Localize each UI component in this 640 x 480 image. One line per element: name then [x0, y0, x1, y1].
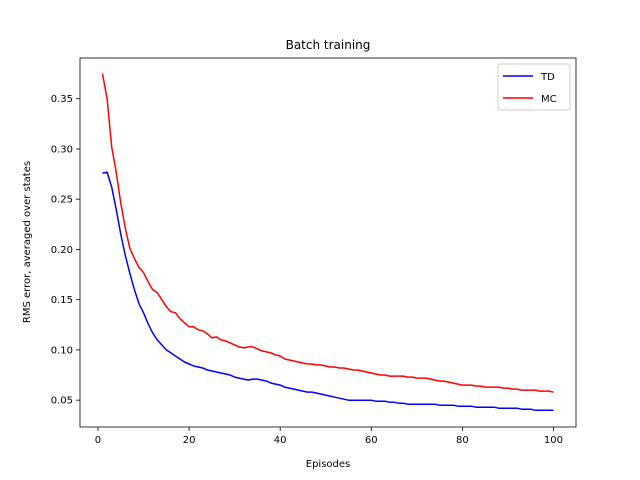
plot-area [79, 57, 577, 428]
chart-title: Batch training [286, 38, 371, 52]
x-tick-label: 20 [183, 435, 196, 446]
legend-box [497, 63, 571, 111]
y-tick-label: 0.30 [51, 144, 73, 155]
axes-frame [79, 57, 577, 428]
y-tick-label: 0.05 [51, 396, 73, 407]
x-tick-label: 40 [274, 435, 287, 446]
y-tick-label: 0.35 [51, 94, 73, 105]
series-line-td [102, 171, 554, 411]
y-tick-label: 0.20 [51, 245, 73, 256]
y-tick-label: 0.15 [51, 295, 73, 306]
legend-label-td: TD [540, 72, 555, 83]
x-tick-label: 0 [95, 435, 101, 446]
legend: TD MC [497, 63, 571, 111]
series-line-mc [101, 73, 554, 393]
y-axis-ticks: 0.05 0.10 0.15 0.20 0.25 0.30 0.35 [51, 94, 80, 407]
y-tick-label: 0.25 [51, 195, 73, 206]
x-axis-ticks: 0 20 40 60 80 100 [95, 427, 563, 446]
x-tick-label: 100 [544, 435, 563, 446]
x-tick-label: 80 [456, 435, 469, 446]
y-axis-label: RMS error, averaged over states [22, 161, 33, 323]
x-axis-label: Episodes [306, 459, 350, 470]
x-tick-label: 60 [365, 435, 378, 446]
legend-label-mc: MC [541, 94, 557, 105]
series-layer [101, 73, 554, 411]
y-tick-label: 0.10 [51, 345, 73, 356]
